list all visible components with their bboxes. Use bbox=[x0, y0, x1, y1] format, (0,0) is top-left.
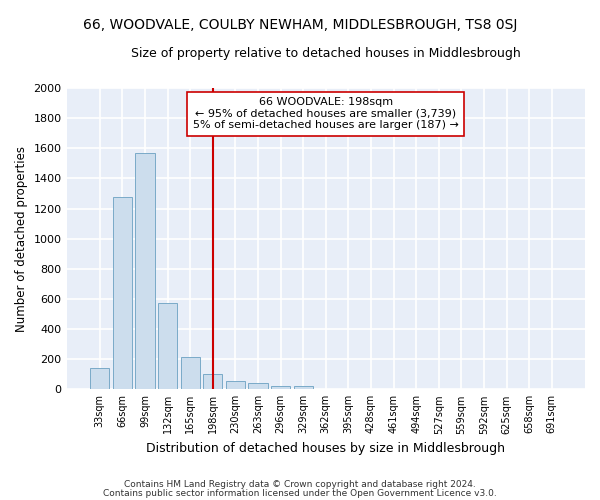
Bar bbox=[293, 386, 313, 390]
Bar bbox=[90, 368, 109, 390]
Text: Contains HM Land Registry data © Crown copyright and database right 2024.: Contains HM Land Registry data © Crown c… bbox=[124, 480, 476, 489]
Bar bbox=[113, 196, 132, 390]
Text: 66 WOODVALE: 198sqm
← 95% of detached houses are smaller (3,739)
5% of semi-deta: 66 WOODVALE: 198sqm ← 95% of detached ho… bbox=[193, 97, 459, 130]
Text: 66, WOODVALE, COULBY NEWHAM, MIDDLESBROUGH, TS8 0SJ: 66, WOODVALE, COULBY NEWHAM, MIDDLESBROU… bbox=[83, 18, 517, 32]
Bar bbox=[203, 374, 223, 390]
Bar bbox=[136, 153, 155, 390]
Bar bbox=[181, 357, 200, 390]
Y-axis label: Number of detached properties: Number of detached properties bbox=[15, 146, 28, 332]
Text: Contains public sector information licensed under the Open Government Licence v3: Contains public sector information licen… bbox=[103, 488, 497, 498]
Bar bbox=[248, 382, 268, 390]
Title: Size of property relative to detached houses in Middlesbrough: Size of property relative to detached ho… bbox=[131, 48, 521, 60]
Bar bbox=[226, 381, 245, 390]
Bar bbox=[271, 386, 290, 390]
X-axis label: Distribution of detached houses by size in Middlesbrough: Distribution of detached houses by size … bbox=[146, 442, 505, 455]
Bar bbox=[158, 304, 177, 390]
